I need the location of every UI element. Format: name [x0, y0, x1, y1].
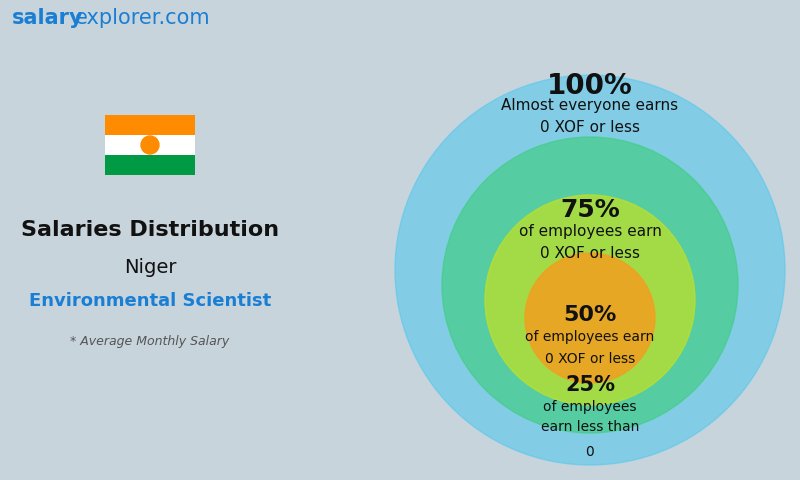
Ellipse shape — [442, 137, 738, 433]
Bar — [105, 135, 195, 155]
Text: * Average Monthly Salary: * Average Monthly Salary — [70, 335, 230, 348]
Text: Salaries Distribution: Salaries Distribution — [21, 220, 279, 240]
Text: salary: salary — [12, 8, 84, 28]
Text: of employees earn: of employees earn — [518, 224, 662, 239]
Text: 25%: 25% — [565, 375, 615, 395]
Ellipse shape — [525, 253, 655, 383]
Bar — [105, 115, 195, 135]
Text: 75%: 75% — [560, 198, 620, 222]
Text: 0 XOF or less: 0 XOF or less — [540, 246, 640, 261]
Text: of employees earn: of employees earn — [526, 330, 654, 344]
Text: earn less than: earn less than — [541, 420, 639, 434]
Ellipse shape — [395, 75, 785, 465]
Text: 0: 0 — [586, 445, 594, 459]
Text: 100%: 100% — [547, 72, 633, 100]
Text: 0 XOF or less: 0 XOF or less — [545, 352, 635, 366]
Text: Almost everyone earns: Almost everyone earns — [502, 98, 678, 113]
Text: explorer.com: explorer.com — [75, 8, 210, 28]
Circle shape — [141, 136, 159, 154]
Text: of employees: of employees — [543, 400, 637, 414]
Ellipse shape — [485, 195, 695, 405]
Text: Niger: Niger — [124, 258, 176, 277]
Text: Environmental Scientist: Environmental Scientist — [29, 292, 271, 310]
Bar — [105, 155, 195, 175]
Text: 0 XOF or less: 0 XOF or less — [540, 120, 640, 135]
Text: 50%: 50% — [563, 305, 617, 325]
